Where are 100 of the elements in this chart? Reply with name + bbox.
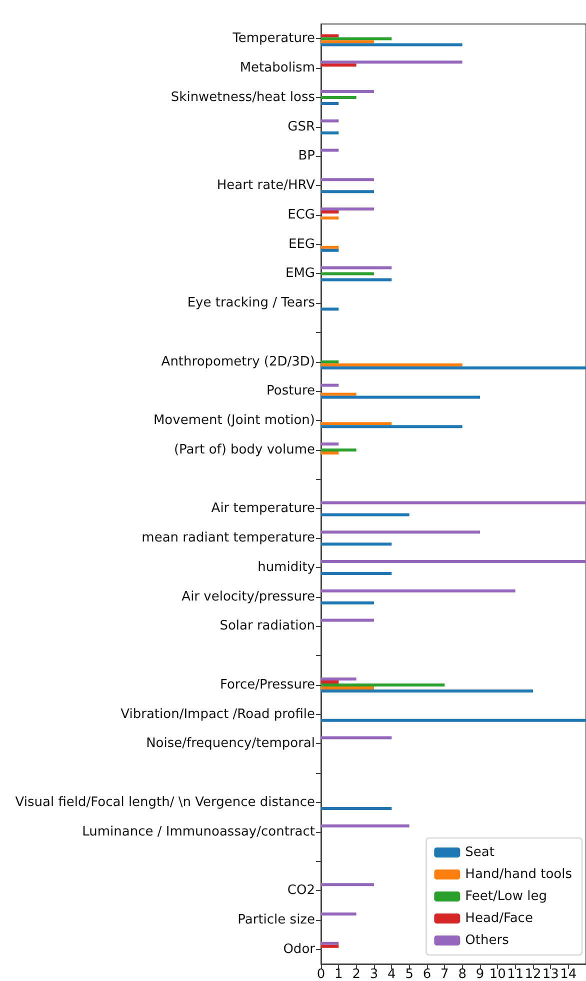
- y-tick-label: Metabolism: [240, 60, 315, 76]
- legend-label: Head/Face: [465, 911, 533, 926]
- x-tick-label: 10: [489, 967, 506, 981]
- bar: [321, 40, 374, 44]
- y-tick-label: Luminance / Immunoassay/contract: [82, 824, 315, 840]
- y-tick-label: Air temperature: [211, 501, 315, 516]
- bar: [321, 442, 339, 446]
- bar: [321, 572, 392, 575]
- x-tick-label: 14: [560, 967, 577, 981]
- bar: [321, 736, 392, 740]
- bar: [321, 90, 374, 93]
- bar: [321, 60, 462, 64]
- bar: [321, 360, 339, 364]
- y-tick-label: Noise/frequency/temporal: [146, 736, 315, 752]
- bar: [321, 589, 516, 592]
- y-tick-label: Eye tracking / Tears: [187, 296, 316, 311]
- y-tick-label: GSR: [288, 119, 315, 134]
- bar: [321, 207, 374, 210]
- y-tick-label: Movement (Joint motion): [153, 413, 315, 428]
- bar: [321, 560, 586, 563]
- bar: [321, 513, 410, 516]
- bar: [321, 37, 392, 40]
- bar: [321, 43, 462, 46]
- bar: [321, 883, 374, 886]
- bar: [321, 618, 374, 622]
- y-tick-label: BP: [298, 148, 316, 164]
- x-tick-label: 0: [316, 967, 326, 981]
- bar: [321, 210, 339, 214]
- y-tick-label: EMG: [285, 266, 315, 282]
- bar: [321, 942, 339, 945]
- y-tick-label: CO2: [287, 883, 315, 898]
- x-tick-label: 8: [458, 967, 466, 981]
- bar: [321, 366, 586, 370]
- x-tick-label: 9: [476, 967, 484, 981]
- y-tick-label: Force/Pressure: [220, 677, 315, 692]
- x-tick-label: 13: [542, 967, 559, 981]
- bar: [321, 422, 392, 426]
- y-tick-label: Odor: [283, 942, 316, 957]
- bar: [321, 686, 374, 690]
- y-tick-label: Anthropometry (2D/3D): [161, 354, 315, 370]
- y-tick-label: Vibration/Impact /Road profile: [120, 706, 315, 722]
- bar: [321, 148, 339, 152]
- bar: [321, 34, 339, 38]
- x-tick-label: 2: [352, 967, 360, 981]
- bar: [321, 178, 374, 182]
- y-tick-label: (Part of) body volume: [174, 442, 315, 458]
- bar: [321, 396, 480, 399]
- bar: [321, 806, 392, 810]
- bar: [321, 601, 374, 604]
- x-tick-label: 1: [334, 967, 343, 981]
- bar: [321, 542, 392, 546]
- bar: [321, 680, 339, 684]
- bar: [321, 944, 339, 948]
- x-tick-label: 7: [440, 967, 449, 981]
- bar: [321, 308, 339, 311]
- bar: [321, 824, 410, 828]
- legend-label: Feet/Low leg: [465, 889, 548, 904]
- bar: [321, 689, 533, 692]
- bar: [321, 248, 339, 252]
- y-tick-label: Skinwetness/heat loss: [170, 90, 316, 105]
- bar: [321, 384, 339, 387]
- y-tick-label: Temperature: [232, 31, 315, 46]
- bar: [321, 216, 339, 220]
- y-tick-label: EEG: [288, 236, 315, 252]
- y-tick-label: Heart rate/HRV: [216, 178, 316, 194]
- bar: [321, 530, 480, 534]
- legend-label: Hand/hand tools: [465, 867, 572, 882]
- y-tick-label: Particle size: [238, 912, 315, 928]
- y-tick-label: Solar radiation: [220, 618, 315, 634]
- bar: [321, 363, 462, 366]
- bar: [321, 278, 392, 282]
- bar: [321, 392, 356, 396]
- bar: [321, 677, 356, 680]
- bar: [321, 64, 356, 67]
- x-tick-label: 4: [388, 967, 396, 981]
- bar: [321, 102, 339, 105]
- x-tick-label: 5: [405, 967, 414, 981]
- bar: [321, 718, 586, 722]
- bar: [321, 425, 462, 428]
- legend-label: Others: [465, 933, 510, 948]
- bar: [321, 501, 586, 504]
- y-tick-label: mean radiant temperature: [142, 530, 315, 546]
- bar: [321, 119, 339, 122]
- y-tick-label: Visual field/Focal length/ \n Vergence distance: [15, 794, 315, 810]
- bar: [321, 96, 356, 99]
- legend-label: Seat: [465, 845, 494, 860]
- bar: [321, 683, 445, 686]
- bar: [321, 190, 374, 194]
- bar: [321, 448, 356, 452]
- y-tick-label: Air velocity/pressure: [182, 589, 315, 604]
- bar: [321, 246, 339, 249]
- bar: [321, 131, 339, 134]
- bar: [321, 266, 392, 270]
- bar: [321, 272, 374, 276]
- y-tick-label: Posture: [266, 384, 315, 399]
- bar: [321, 451, 339, 454]
- x-tick-label: 6: [422, 967, 432, 981]
- bar: [321, 912, 356, 916]
- x-tick-label: 12: [524, 967, 542, 981]
- x-tick-label: 3: [370, 967, 378, 981]
